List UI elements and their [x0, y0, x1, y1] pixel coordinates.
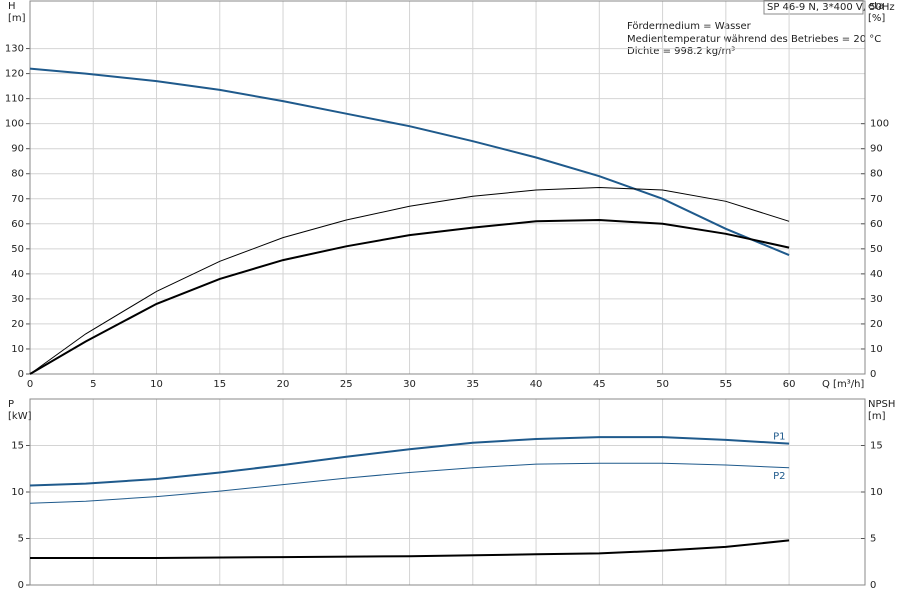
y-tick-label: 120	[5, 69, 24, 80]
y2-tick-label: 20	[870, 319, 883, 330]
y-tick-label: 90	[11, 144, 24, 155]
y-axis-label: P	[8, 399, 14, 410]
series-line	[29, 462, 790, 504]
y-tick-label: 100	[5, 119, 24, 130]
series-line	[30, 539, 790, 559]
x-tick-label: 50	[656, 379, 669, 390]
y2-tick-label: 5	[870, 534, 876, 545]
y2-tick-label: 0	[870, 580, 876, 591]
y2-tick-label: 70	[870, 194, 883, 205]
y2-tick-label: 100	[870, 119, 889, 130]
y2-tick-label: 40	[870, 269, 883, 280]
series-label: P2	[773, 471, 785, 482]
y-axis-label: H	[8, 1, 16, 12]
x-tick-label: 25	[340, 379, 353, 390]
x-tick-label: 10	[150, 379, 163, 390]
y2-tick-label: 0	[870, 369, 876, 380]
x-tick-label: 45	[593, 379, 606, 390]
plot-frame	[29, 0, 866, 375]
y2-tick-label: 50	[870, 244, 883, 255]
x-tick-label: 35	[466, 379, 479, 390]
annotation: SP 46-9 N, 3*400 V, 50Hz	[767, 2, 895, 13]
y2-axis-label: [m]	[868, 411, 886, 422]
y2-axis-label: [%]	[868, 13, 885, 24]
y2-tick-label: 10	[870, 344, 883, 355]
x-tick-label: 30	[403, 379, 416, 390]
series-line	[29, 436, 790, 487]
y-tick-label: 130	[5, 44, 24, 55]
y-tick-label: 5	[18, 534, 24, 545]
y2-tick-label: 60	[870, 219, 883, 230]
x-tick-label: 60	[783, 379, 796, 390]
annotation: Fördermedium = Wasser	[627, 21, 752, 32]
y-axis-label: [kW]	[8, 411, 32, 422]
y-axis-label: [m]	[8, 13, 26, 24]
y-tick-label: 40	[11, 269, 24, 280]
x-axis-label: Q [m³/h]	[822, 379, 864, 390]
y-tick-label: 20	[11, 319, 24, 330]
x-tick-label: 15	[213, 379, 226, 390]
annotation: Dichte = 998.2 kg/m³	[627, 46, 735, 57]
annotation: Medientemperatur während des Betriebes =…	[627, 34, 881, 45]
x-tick-label: 55	[719, 379, 732, 390]
x-tick-label: 40	[530, 379, 543, 390]
series-line	[29, 186, 790, 375]
series-label: P1	[773, 432, 785, 443]
y-tick-label: 10	[11, 487, 24, 498]
y2-tick-label: 90	[870, 144, 883, 155]
y-tick-label: 30	[11, 294, 24, 305]
y-tick-label: 0	[18, 580, 24, 591]
series-line	[29, 67, 790, 257]
y2-tick-label: 30	[870, 294, 883, 305]
y-tick-label: 0	[18, 369, 24, 380]
y-tick-label: 60	[11, 219, 24, 230]
y-tick-label: 70	[11, 194, 24, 205]
y2-tick-label: 15	[870, 441, 883, 452]
plot-frame	[29, 398, 866, 586]
y-tick-label: 110	[5, 94, 24, 105]
y-tick-label: 10	[11, 344, 24, 355]
series-line	[29, 218, 790, 375]
y2-axis-label: NPSH	[868, 399, 895, 410]
y-tick-label: 80	[11, 169, 24, 180]
y2-tick-label: 10	[870, 487, 883, 498]
x-tick-label: 20	[277, 379, 290, 390]
y-tick-label: 50	[11, 244, 24, 255]
y-tick-label: 15	[11, 441, 24, 452]
y2-tick-label: 80	[870, 169, 883, 180]
y2-axis-label: eta	[868, 1, 884, 12]
x-tick-label: 0	[27, 379, 33, 390]
x-tick-label: 5	[90, 379, 96, 390]
